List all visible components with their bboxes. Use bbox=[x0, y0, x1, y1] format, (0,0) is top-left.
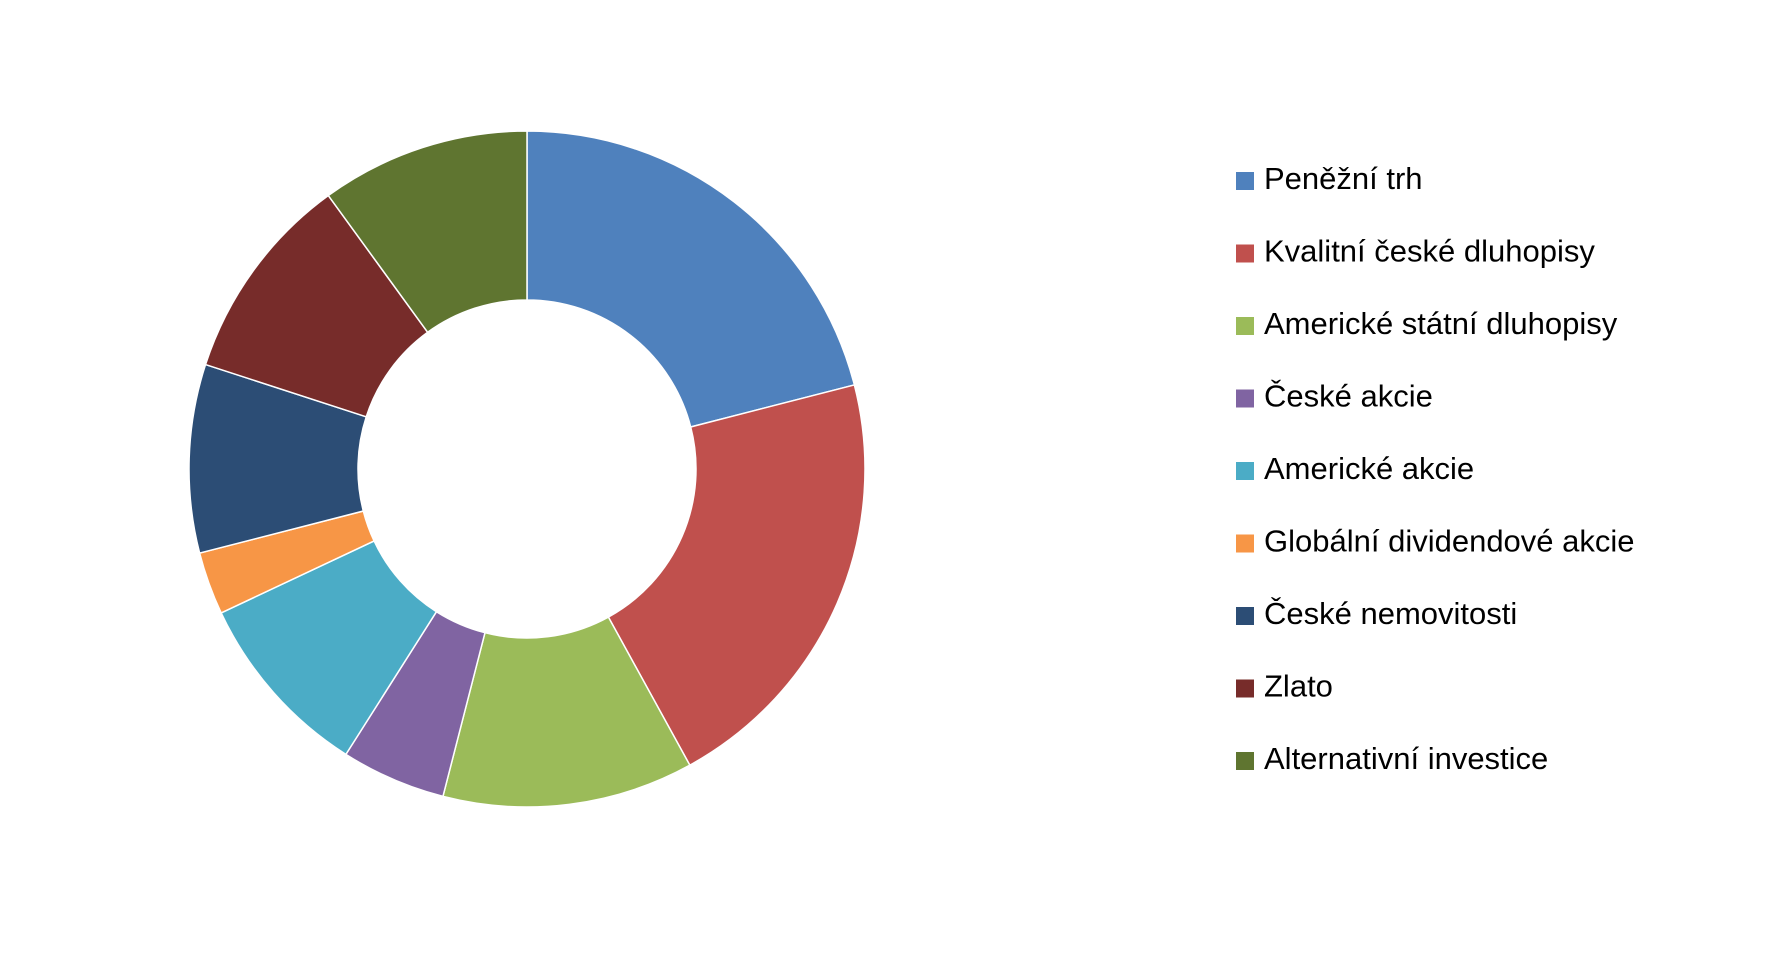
slice bbox=[607, 384, 866, 767]
legend-swatch bbox=[1236, 172, 1254, 190]
slice bbox=[442, 616, 691, 808]
legend-swatch bbox=[1236, 317, 1254, 335]
slice bbox=[327, 130, 528, 334]
legend-label: České nemovitosti bbox=[1264, 596, 1517, 631]
slice bbox=[526, 130, 856, 428]
legend-swatch bbox=[1236, 389, 1254, 408]
legend-swatch bbox=[1236, 244, 1254, 263]
legend-label: Peněžní trh bbox=[1264, 161, 1423, 196]
legend-label: České akcie bbox=[1264, 379, 1433, 414]
legend-label: Zlato bbox=[1264, 669, 1333, 704]
legend-swatch bbox=[1236, 607, 1254, 625]
legend-swatch bbox=[1236, 462, 1254, 480]
legend-label: Americké akcie bbox=[1264, 451, 1474, 486]
legend-label: Americké státní dluhopisy bbox=[1264, 306, 1618, 341]
legend-label: Kvalitní české dluhopisy bbox=[1264, 234, 1595, 269]
legend-swatch bbox=[1236, 752, 1254, 770]
legend-label: Globální dividendové akcie bbox=[1264, 524, 1635, 559]
legend-swatch bbox=[1236, 679, 1254, 698]
legend-label: Alternativní investice bbox=[1264, 741, 1548, 776]
legend-swatch bbox=[1236, 534, 1254, 553]
